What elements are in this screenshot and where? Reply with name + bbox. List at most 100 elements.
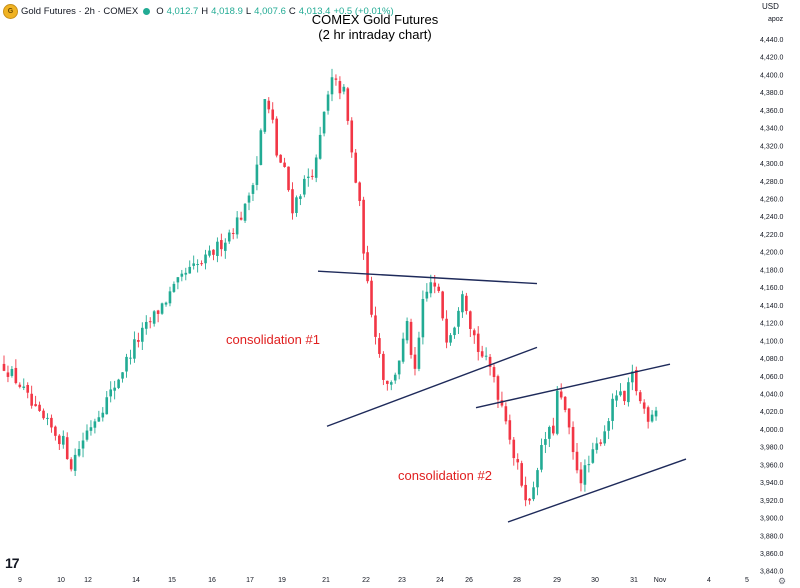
symbol-header[interactable]: G Gold Futures · 2h · COMEX O 4,012.7 H 4,… xyxy=(0,0,394,22)
candle-body xyxy=(548,427,551,439)
low-label: L xyxy=(245,5,252,17)
high-value: 4,018.9 xyxy=(211,5,243,17)
trendline-layer xyxy=(317,270,687,523)
price-tick-label: 3,920.0 xyxy=(760,498,783,505)
candle-body xyxy=(318,134,322,159)
candle-body xyxy=(453,327,456,336)
candle-body xyxy=(263,99,267,132)
change-value: +0.5 (+0.01%) xyxy=(333,5,394,17)
candle-body xyxy=(141,327,144,342)
candle-body xyxy=(180,273,184,277)
candle-body xyxy=(544,439,547,445)
time-tick-label: 30 xyxy=(591,577,599,584)
candle-series xyxy=(2,68,658,507)
candle-body xyxy=(575,451,579,471)
scale-mode-label[interactable]: apoz xyxy=(768,16,784,23)
trendline[interactable] xyxy=(317,270,538,285)
candle-body xyxy=(642,402,646,409)
candle-body xyxy=(405,320,409,341)
candle-body xyxy=(516,459,520,463)
candle-body xyxy=(469,311,472,329)
candle-body xyxy=(247,195,251,203)
candle-body xyxy=(137,339,140,342)
price-tick-label: 3,860.0 xyxy=(760,551,783,558)
candle-body xyxy=(496,376,500,400)
candle-body xyxy=(275,118,278,156)
candle-body xyxy=(306,176,310,178)
trendline[interactable] xyxy=(507,458,687,523)
candle-body xyxy=(303,178,306,195)
open-label: O xyxy=(156,5,164,17)
time-tick-label: 17 xyxy=(246,577,254,584)
candle-body xyxy=(650,414,654,422)
time-tick-label: 12 xyxy=(84,577,92,584)
candle-body xyxy=(362,199,365,254)
candle-body xyxy=(26,384,30,393)
candle-body xyxy=(160,303,164,314)
candle-body xyxy=(204,254,207,264)
price-tick-label: 3,900.0 xyxy=(760,516,783,523)
price-tick-label: 4,300.0 xyxy=(760,161,783,168)
candle-body xyxy=(148,321,152,323)
price-tick-label: 3,840.0 xyxy=(760,569,783,576)
candle-body xyxy=(599,442,603,444)
time-tick-label: 28 xyxy=(513,577,521,584)
candle-body xyxy=(465,295,468,311)
symbol-name[interactable]: Gold Futures · 2h · COMEX xyxy=(21,5,139,17)
candle-body xyxy=(563,396,567,410)
candle-body xyxy=(184,272,188,275)
time-tick-label: 24 xyxy=(436,577,444,584)
time-tick-label: 10 xyxy=(57,577,65,584)
candle-body xyxy=(42,410,45,419)
settings-gear-icon[interactable]: ⚙ xyxy=(778,576,787,586)
time-tick-label: 31 xyxy=(630,577,638,584)
candle-body xyxy=(330,77,334,95)
chart-title-line2: (2 hr intraday chart) xyxy=(318,27,432,42)
candle-body xyxy=(113,387,116,391)
currency-label[interactable]: USD xyxy=(762,2,779,11)
time-tick-label: 19 xyxy=(278,577,286,584)
candle-body xyxy=(125,356,128,372)
candle-body xyxy=(350,120,354,153)
candle-body xyxy=(22,386,26,388)
candle-body xyxy=(445,318,448,343)
candle-body xyxy=(607,421,610,431)
tradingview-logo[interactable]: 17 xyxy=(5,555,20,571)
time-tick-label: 21 xyxy=(322,577,330,584)
candle-body xyxy=(89,427,93,431)
price-tick-label: 4,400.0 xyxy=(760,72,783,79)
candle-body xyxy=(69,459,73,470)
candle-body xyxy=(287,166,290,191)
candle-body xyxy=(109,389,112,397)
consolidation-annotation: consolidation #1 xyxy=(226,332,320,347)
candle-body xyxy=(532,487,535,500)
candle-body xyxy=(105,397,109,415)
annotation-layer: consolidation #1 consolidation #2 xyxy=(226,332,492,483)
candle-body xyxy=(334,78,338,80)
time-tick-label: 29 xyxy=(553,577,561,584)
candle-body xyxy=(342,86,346,92)
market-status-icon xyxy=(143,7,151,15)
candle-body xyxy=(50,417,53,428)
candle-body xyxy=(638,392,642,402)
trendline[interactable] xyxy=(326,346,538,427)
candle-body xyxy=(488,356,492,368)
candle-body xyxy=(425,291,429,299)
candle-body xyxy=(279,154,282,163)
candle-body xyxy=(156,310,160,314)
chart-title: COMEX Gold Futures (2 hr intraday chart) xyxy=(290,12,460,42)
candle-body xyxy=(476,333,480,352)
close-label: C xyxy=(288,5,296,17)
price-tick-label: 4,200.0 xyxy=(760,250,783,257)
candle-body xyxy=(358,182,361,201)
candle-body xyxy=(654,410,658,417)
candle-body xyxy=(393,374,397,381)
candle-body xyxy=(433,282,437,287)
candle-body xyxy=(295,197,298,213)
time-tick-label: Nov xyxy=(654,577,667,584)
candle-body xyxy=(97,417,101,422)
trendline[interactable] xyxy=(475,363,671,409)
candle-body xyxy=(2,363,6,371)
price-tick-label: 3,940.0 xyxy=(760,480,783,487)
